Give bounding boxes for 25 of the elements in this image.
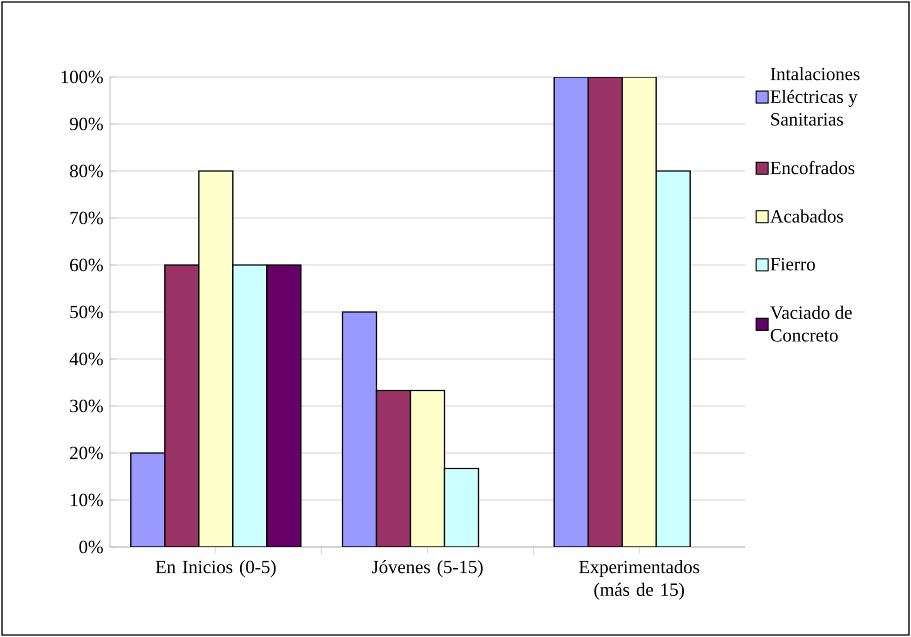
bar xyxy=(444,468,480,547)
legend-label: Intalaciones Eléctricas y Sanitarias xyxy=(770,67,860,126)
y-tick-label: 40% xyxy=(70,352,103,366)
y-tick-label: 20% xyxy=(70,446,103,460)
y-tick-label: 50% xyxy=(70,306,103,318)
y-tick-label: 90% xyxy=(70,118,103,130)
bar xyxy=(588,77,623,547)
y-tick-label: 70% xyxy=(70,212,103,224)
x-tick-label: Experimentados (más de 15) xyxy=(579,560,700,600)
bar xyxy=(655,170,691,547)
y-tick-label: 30% xyxy=(70,400,103,412)
legend-label: Vaciado de Concreto xyxy=(770,306,852,342)
bar xyxy=(232,264,268,547)
y-tick-label: 100% xyxy=(62,70,103,84)
y-tick-label: 80% xyxy=(70,164,103,178)
x-tick-label: En Inicios (0-5) xyxy=(156,560,276,578)
y-tick-label: 10% xyxy=(70,494,103,506)
legend-label: Fierro xyxy=(770,258,815,270)
legend-label: Encofrados xyxy=(770,160,854,174)
bar xyxy=(376,390,412,547)
x-tick-label: Jóvenes (5-15) xyxy=(372,560,483,578)
y-tick-label: 60% xyxy=(70,258,103,272)
legend-label: Acabados xyxy=(770,210,843,223)
y-tick-label: 0% xyxy=(79,540,103,554)
bar xyxy=(164,264,200,547)
